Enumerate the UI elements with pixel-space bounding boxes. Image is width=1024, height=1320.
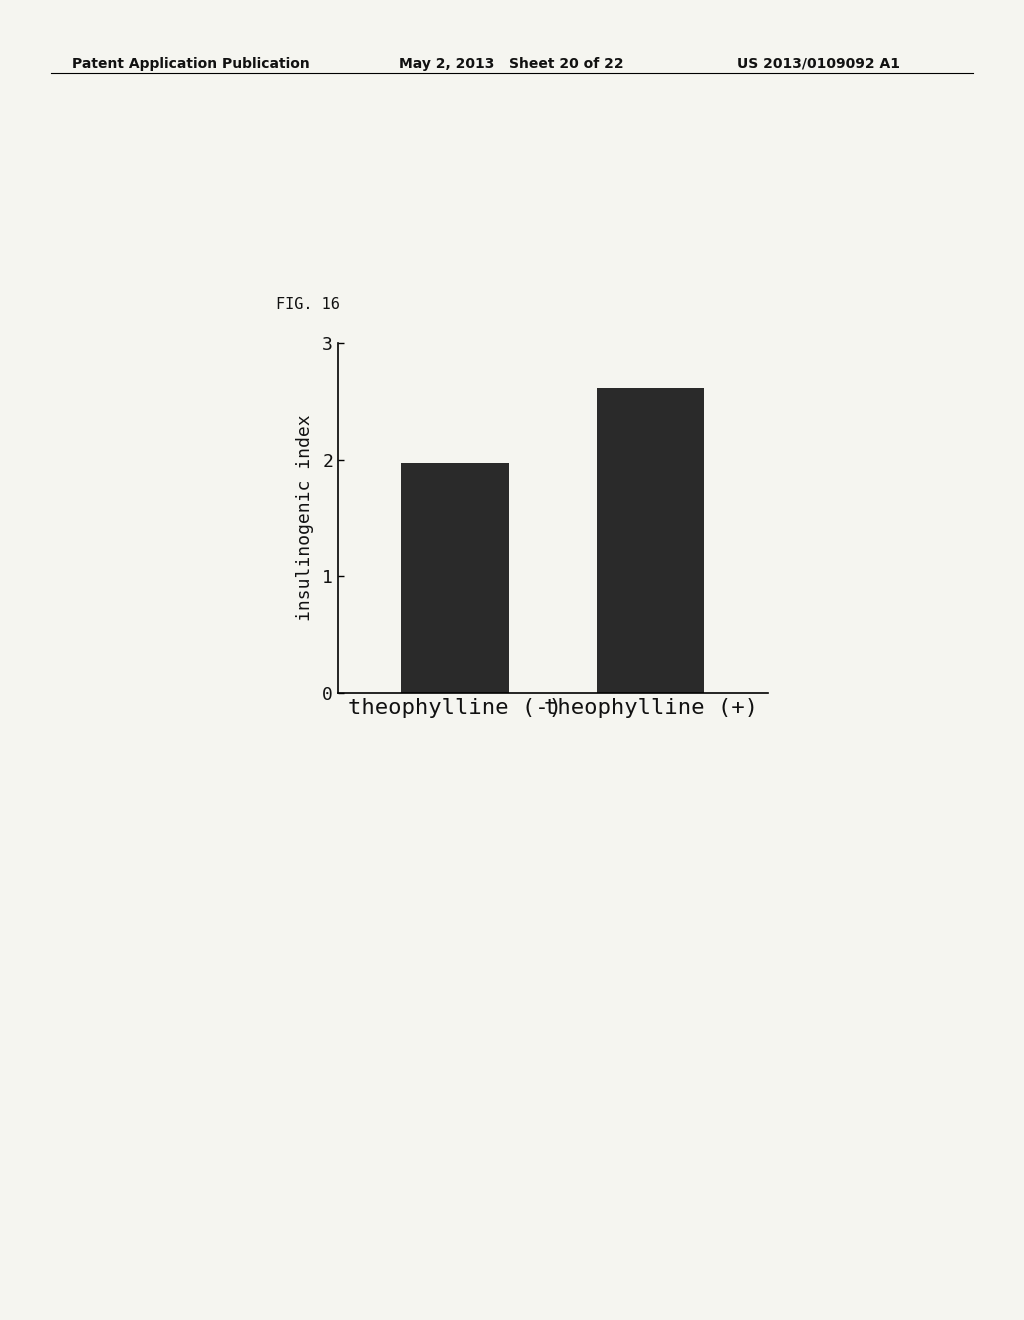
Text: US 2013/0109092 A1: US 2013/0109092 A1: [737, 57, 900, 71]
Y-axis label: insulinogenic index: insulinogenic index: [296, 414, 313, 622]
Bar: [597, 388, 705, 693]
Text: Patent Application Publication: Patent Application Publication: [72, 57, 309, 71]
Bar: [401, 463, 509, 693]
Text: FIG. 16: FIG. 16: [276, 297, 340, 312]
Text: May 2, 2013   Sheet 20 of 22: May 2, 2013 Sheet 20 of 22: [399, 57, 624, 71]
